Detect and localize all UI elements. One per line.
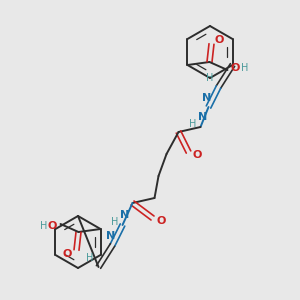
Text: H: H: [206, 73, 213, 83]
Text: O: O: [157, 216, 166, 226]
Text: O: O: [231, 63, 240, 73]
Text: N: N: [120, 210, 129, 220]
Text: N: N: [198, 112, 207, 122]
Text: H: H: [241, 63, 248, 73]
Text: O: O: [48, 221, 57, 231]
Text: O: O: [215, 35, 224, 45]
Text: H: H: [111, 217, 118, 227]
Text: O: O: [63, 249, 72, 259]
Text: O: O: [193, 150, 202, 160]
Text: N: N: [202, 93, 211, 103]
Text: H: H: [189, 119, 196, 129]
Text: H: H: [86, 253, 93, 263]
Text: H: H: [40, 221, 47, 231]
Text: N: N: [106, 231, 115, 241]
